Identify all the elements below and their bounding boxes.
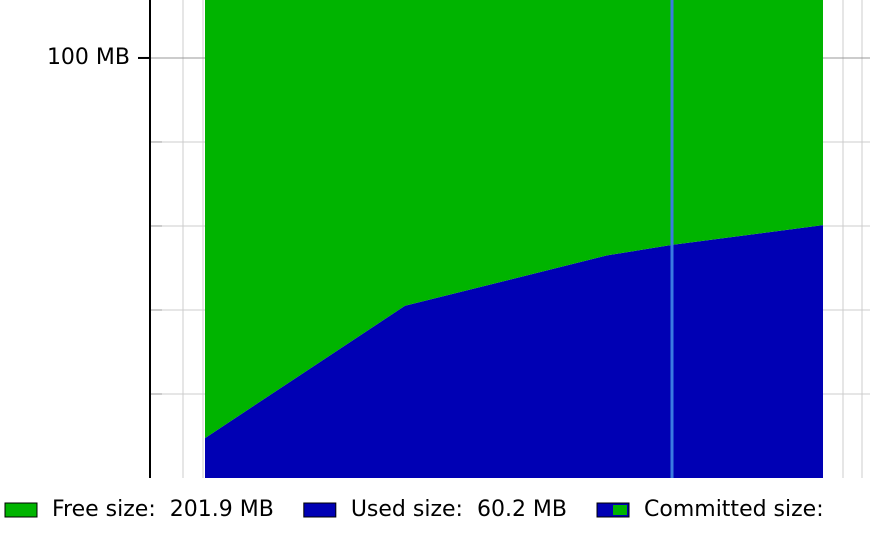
legend-swatch: [4, 502, 38, 518]
legend-swatch: [303, 502, 337, 518]
legend-value: 60.2 MB: [477, 497, 567, 522]
legend-value: 201.9 MB: [170, 497, 274, 522]
legend: Free size: 201.9 MB Used size: 60.2 MB Commi…: [4, 497, 824, 522]
legend-label: Free size:: [52, 497, 156, 522]
y-tick-label: 100 MB: [47, 45, 130, 70]
area: [205, 0, 823, 439]
legend-swatch-inner: [613, 505, 628, 515]
plot: [205, 0, 823, 478]
legend-label: Used size:: [351, 497, 463, 522]
area: [205, 225, 823, 478]
legend-label: Committed size:: [644, 497, 824, 522]
